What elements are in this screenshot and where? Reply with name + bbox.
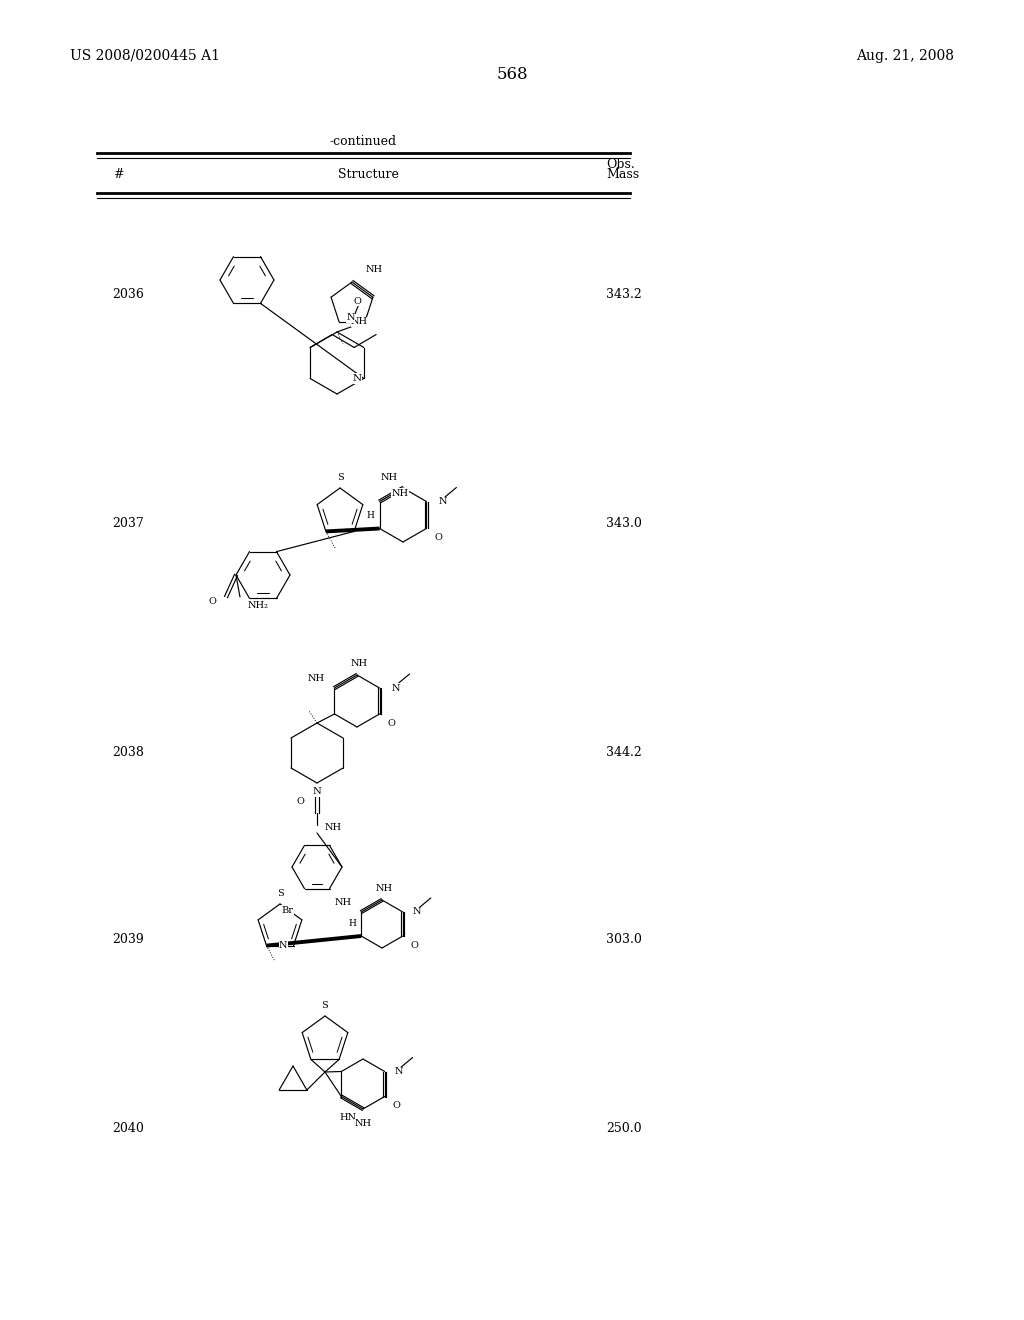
Text: 2040: 2040 — [113, 1122, 144, 1135]
Text: Structure: Structure — [338, 168, 399, 181]
Text: NH: NH — [334, 898, 351, 907]
Text: NH: NH — [351, 317, 369, 326]
Text: H: H — [367, 511, 375, 520]
Text: #: # — [113, 168, 123, 181]
Text: 344.2: 344.2 — [606, 746, 642, 759]
Text: O: O — [296, 797, 304, 807]
Text: 250.0: 250.0 — [606, 1122, 642, 1135]
Text: S: S — [322, 1001, 329, 1010]
Text: NH: NH — [381, 473, 397, 482]
Text: NH: NH — [307, 675, 325, 682]
Text: 2038: 2038 — [113, 746, 144, 759]
Text: NH: NH — [325, 822, 342, 832]
Text: Obs.: Obs. — [606, 158, 635, 172]
Text: N: N — [312, 787, 322, 796]
Text: O: O — [434, 533, 442, 543]
Text: N: N — [346, 313, 355, 322]
Text: HN: HN — [340, 1113, 357, 1122]
Text: H: H — [348, 919, 356, 928]
Text: 303.0: 303.0 — [606, 933, 642, 946]
Text: -continued: -continued — [330, 135, 397, 148]
Text: N: N — [438, 498, 446, 506]
Text: O: O — [387, 719, 395, 729]
Text: Aug. 21, 2008: Aug. 21, 2008 — [856, 49, 954, 63]
Text: US 2008/0200445 A1: US 2008/0200445 A1 — [70, 49, 219, 63]
Text: Mass: Mass — [606, 168, 639, 181]
Text: 568: 568 — [497, 66, 527, 83]
Text: N: N — [352, 374, 361, 383]
Text: NH: NH — [366, 265, 383, 275]
Text: O: O — [353, 297, 360, 306]
Text: NH: NH — [354, 1119, 372, 1129]
Text: NH: NH — [350, 659, 368, 668]
Text: O: O — [208, 598, 216, 606]
Text: 343.2: 343.2 — [606, 288, 642, 301]
Text: O: O — [392, 1101, 400, 1110]
Text: N: N — [391, 684, 400, 693]
Text: 2039: 2039 — [113, 933, 144, 946]
Text: NH: NH — [376, 884, 392, 894]
Text: 2036: 2036 — [113, 288, 144, 301]
Text: S: S — [337, 473, 343, 482]
Text: 343.0: 343.0 — [606, 517, 642, 531]
Text: NH: NH — [391, 488, 409, 498]
Text: S: S — [276, 888, 284, 898]
Text: N: N — [394, 1067, 403, 1076]
Text: Br: Br — [282, 906, 294, 915]
Text: NH₂: NH₂ — [248, 601, 269, 610]
Text: N: N — [413, 908, 421, 916]
Text: 2037: 2037 — [113, 517, 144, 531]
Text: N: N — [279, 941, 288, 950]
Text: O: O — [411, 941, 419, 950]
